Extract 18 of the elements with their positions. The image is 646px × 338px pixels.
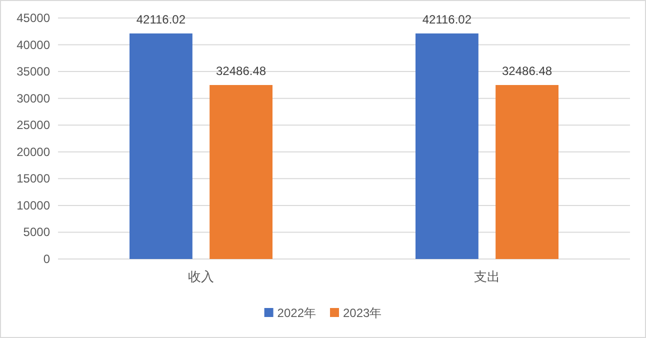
- y-tick-label: 0: [43, 252, 50, 266]
- y-tick-label: 15000: [16, 172, 50, 186]
- y-tick-label: 40000: [16, 38, 50, 52]
- y-tick-label: 5000: [23, 225, 50, 240]
- y-tick-label: 30000: [16, 91, 50, 106]
- x-tick-label: 支出: [474, 269, 500, 284]
- data-label: 42116.02: [136, 12, 186, 26]
- y-tick-label: 25000: [16, 118, 50, 132]
- y-tick-label: 35000: [16, 64, 50, 79]
- y-tick-label: 20000: [16, 144, 50, 159]
- x-tick-label: 收入: [188, 269, 214, 284]
- y-tick-label: 10000: [16, 198, 50, 212]
- data-label: 32486.48: [502, 64, 552, 78]
- legend-label: 2023年: [343, 306, 382, 320]
- data-label: 32486.48: [216, 64, 266, 78]
- data-label: 42116.02: [422, 12, 472, 26]
- y-tick-label: 45000: [16, 11, 50, 25]
- legend-label: 2022年: [277, 306, 316, 320]
